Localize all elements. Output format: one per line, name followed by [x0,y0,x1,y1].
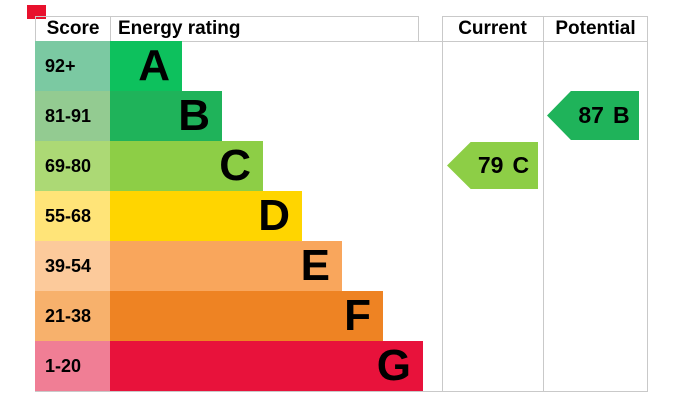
score-column-header: Score [46,17,100,39]
score-range-e: 39-54 [35,241,110,291]
score-range-b: 81-91 [35,91,110,141]
column-divider-current-left [442,41,443,391]
band-letter: G [376,341,411,390]
score-range-label: 92+ [45,55,76,76]
band-letter: E [300,241,330,290]
rating-bands: 92+ A 81-91 B 69-80 C 55-68 [35,41,648,391]
column-divider-potential-left-header [543,16,544,42]
potential-rating-value: 87 [578,102,604,128]
band-bar-d: D [110,191,302,241]
header-top-border-right [442,16,648,17]
header-bottom-border [35,41,648,42]
red-marker [27,5,46,19]
band-row-f: 21-38 F [35,291,648,341]
band-letter: D [258,191,290,240]
column-divider-potential-left [543,41,544,391]
score-range-label: 81-91 [45,105,92,126]
band-bar-e: E [110,241,342,291]
column-divider-right [647,41,648,391]
band-letter: F [344,291,371,340]
score-range-label: 69-80 [45,155,92,176]
band-row-a: 92+ A [35,41,648,91]
header-top-border-left [35,16,418,17]
column-divider-right-header [647,16,648,42]
score-range-a: 92+ [35,41,110,91]
score-range-label: 1-20 [45,355,82,376]
score-range-label: 55-68 [45,205,92,226]
score-range-c: 69-80 [35,141,110,191]
band-row-e: 39-54 E [35,241,648,291]
score-range-d: 55-68 [35,191,110,241]
energy-rating-column-header: Energy rating [118,17,241,39]
score-range-g: 1-20 [35,341,110,391]
band-row-d: 55-68 D [35,191,648,241]
band-bar-b: B [110,91,222,141]
band-bar-c: C [110,141,263,191]
band-bar-a: A [110,41,182,91]
band-letter: C [219,141,251,190]
band-bar-f: F [110,291,383,341]
potential-column-header: Potential [555,17,636,39]
current-column-header: Current [458,17,527,39]
table-bottom-border [35,391,648,392]
band-letter: B [178,91,210,140]
header-divider-score [110,16,111,41]
band-row-c: 69-80 C [35,141,648,191]
potential-rating-letter: B [612,102,630,128]
current-rating-letter: C [512,152,530,178]
score-range-f: 21-38 [35,291,110,341]
current-rating-value: 79 [477,152,504,178]
band-letter: A [138,41,170,90]
score-range-label: 21-38 [45,305,92,326]
column-divider-current-left-header [442,16,443,42]
header-divider-left [35,16,36,41]
score-range-label: 39-54 [45,255,92,276]
band-row-b: 81-91 B [35,91,648,141]
header-divider-energy [418,16,419,41]
band-row-g: 1-20 G [35,341,648,391]
band-bar-g: G [110,341,423,391]
